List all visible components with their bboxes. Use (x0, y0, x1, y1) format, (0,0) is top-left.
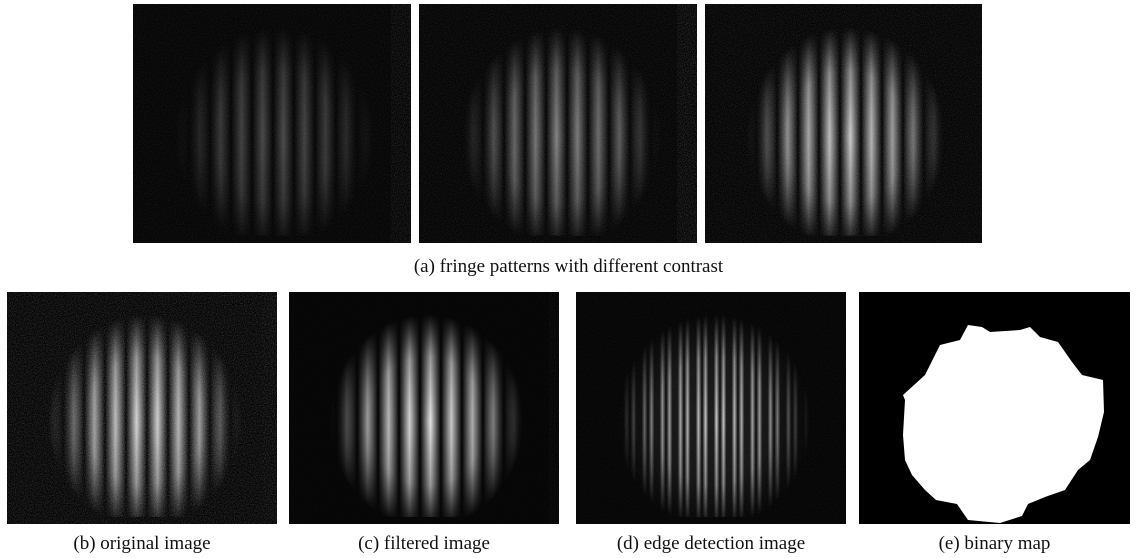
binary-map (859, 292, 1130, 524)
noise (705, 4, 982, 243)
figure (0, 0, 1137, 558)
caption: (c) filtered image (289, 533, 559, 555)
noise (576, 292, 846, 524)
caption: (d) edge detection image (576, 533, 846, 555)
noise (419, 4, 697, 243)
noise (7, 292, 277, 524)
caption: (e) binary map (859, 533, 1130, 555)
fringe-image (419, 4, 697, 243)
noise (289, 292, 559, 524)
noise (133, 4, 411, 243)
fringe-image (7, 292, 277, 524)
fringe-image (133, 4, 411, 243)
fringe-image (289, 292, 559, 524)
fringe-image (576, 292, 846, 524)
caption: (b) original image (7, 533, 277, 555)
caption: (a) fringe patterns with different contr… (0, 256, 1137, 278)
page: {"figure": {"top_caption": "(a) fringe p… (0, 0, 1137, 558)
fringe-image (705, 4, 982, 243)
